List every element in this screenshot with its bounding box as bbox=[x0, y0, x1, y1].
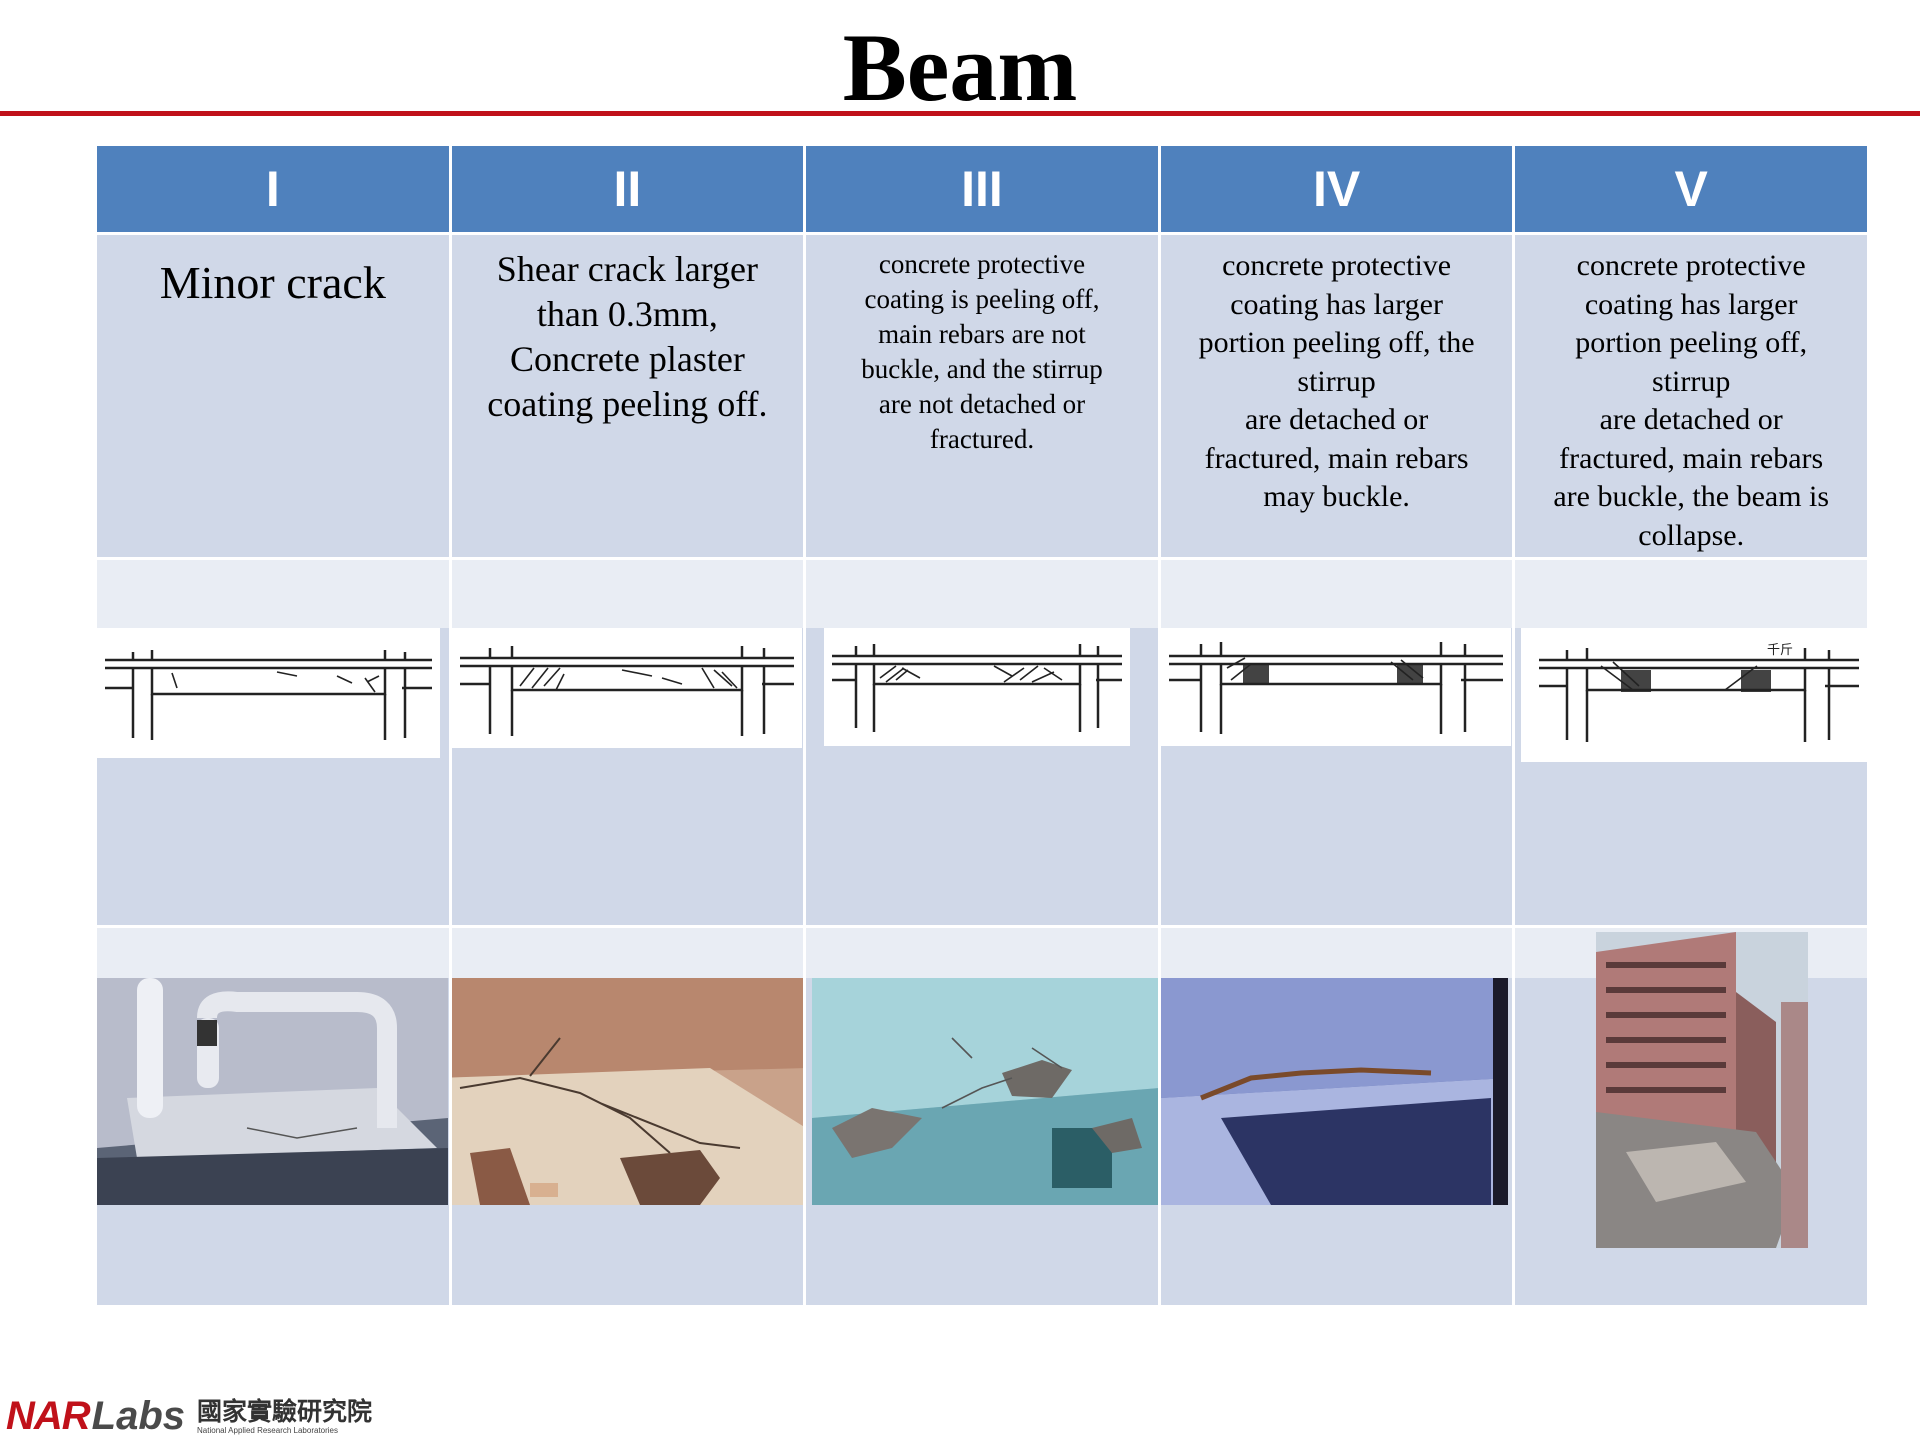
logo-institute-name: 國家實驗研究院 National Applied Research Labora… bbox=[197, 1398, 372, 1436]
beam-sketch-cell-5: 千斤 bbox=[1515, 560, 1867, 925]
logo-name-cn: 國家實驗研究院 bbox=[197, 1397, 373, 1426]
beam-sketch-cell-4 bbox=[1160, 560, 1513, 925]
photo-cell-4 bbox=[1160, 928, 1513, 1305]
damage-photo-2 bbox=[451, 978, 804, 1205]
damage-photo-3 bbox=[812, 978, 1158, 1205]
beam-sketch-3 bbox=[824, 628, 1131, 746]
beam-sketch-2 bbox=[451, 628, 802, 748]
level-header-1: I bbox=[97, 146, 449, 232]
level-description-3: concrete protective coating is peeling of… bbox=[806, 235, 1158, 557]
page-title: Beam bbox=[842, 14, 1078, 121]
damage-photo-1 bbox=[97, 978, 448, 1205]
level-header-4: IV bbox=[1160, 146, 1513, 232]
logo-brand-nar: NAR bbox=[6, 1394, 91, 1438]
title-divider bbox=[0, 111, 1920, 116]
beam-sketch-4 bbox=[1160, 628, 1511, 746]
photo-cell-5 bbox=[1515, 928, 1867, 1305]
damage-level-table: I II III IV V Minor crack Shear crack la… bbox=[97, 146, 1867, 1305]
beam-sketch-cell-2 bbox=[451, 560, 804, 925]
beam-sketch-cell-1 bbox=[97, 560, 449, 925]
photo-cell-1 bbox=[97, 928, 449, 1305]
photo-cell-2 bbox=[451, 928, 804, 1305]
beam-sketch-cell-3 bbox=[806, 560, 1158, 925]
level-description-1: Minor crack bbox=[97, 235, 449, 557]
logo-name-en: National Applied Research Laboratories bbox=[197, 1426, 339, 1435]
damage-photo-4 bbox=[1160, 978, 1508, 1205]
narlabs-logo: NAR Labs 國家實驗研究院 National Applied Resear… bbox=[6, 1392, 476, 1436]
level-description-5: concrete protective coating has larger por… bbox=[1515, 235, 1867, 557]
level-header-5: V bbox=[1515, 146, 1867, 232]
beam-sketch-5: 千斤 bbox=[1521, 628, 1867, 762]
beam-sketch-1 bbox=[97, 628, 440, 758]
sketch-label-jack: 千斤 bbox=[1767, 643, 1793, 658]
level-description-2: Shear crack larger than 0.3mm, Concrete pl… bbox=[451, 235, 804, 557]
level-header-2: II bbox=[451, 146, 804, 232]
level-header-3: III bbox=[806, 146, 1158, 232]
level-description-4: concrete protective coating has larger por… bbox=[1160, 235, 1513, 557]
photo-cell-3 bbox=[806, 928, 1158, 1305]
logo-brand-labs: Labs bbox=[91, 1394, 186, 1438]
damage-photo-5 bbox=[1596, 932, 1809, 1248]
